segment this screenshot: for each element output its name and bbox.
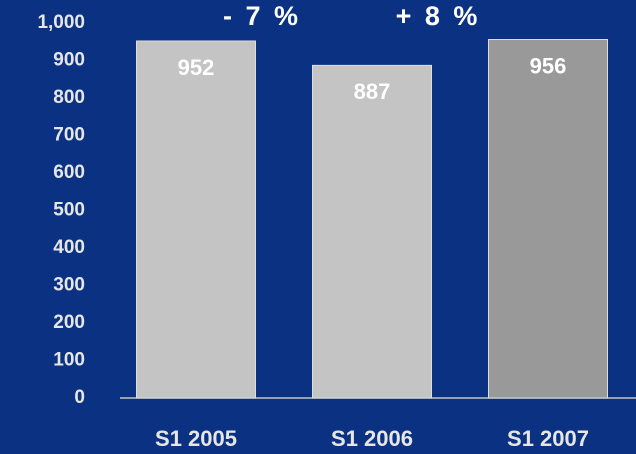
annotation: - 7 % (223, 1, 301, 31)
y-tick-label: 500 (53, 200, 85, 221)
x-tick-label: S1 2007 (507, 426, 589, 451)
value-label: 952 (178, 55, 215, 80)
y-tick-label: 300 (53, 275, 85, 296)
value-label: 887 (354, 79, 391, 104)
y-tick-label: 900 (53, 50, 85, 71)
y-tick-label: 800 (53, 87, 85, 108)
y-tick-label: 400 (53, 237, 85, 258)
bar (312, 64, 432, 399)
bar (136, 40, 256, 399)
annotation: + 8 % (396, 1, 481, 31)
y-tick-label: 100 (53, 350, 85, 371)
value-label: 956 (530, 53, 567, 78)
bar (488, 39, 608, 399)
x-tick-label: S1 2006 (331, 426, 413, 451)
y-tick-label: 1,000 (37, 12, 85, 33)
y-tick-label: 200 (53, 312, 85, 333)
y-tick-label: 600 (53, 162, 85, 183)
y-tick-label: 0 (74, 387, 85, 408)
x-tick-label: S1 2005 (155, 426, 237, 451)
y-tick-label: 700 (53, 125, 85, 146)
